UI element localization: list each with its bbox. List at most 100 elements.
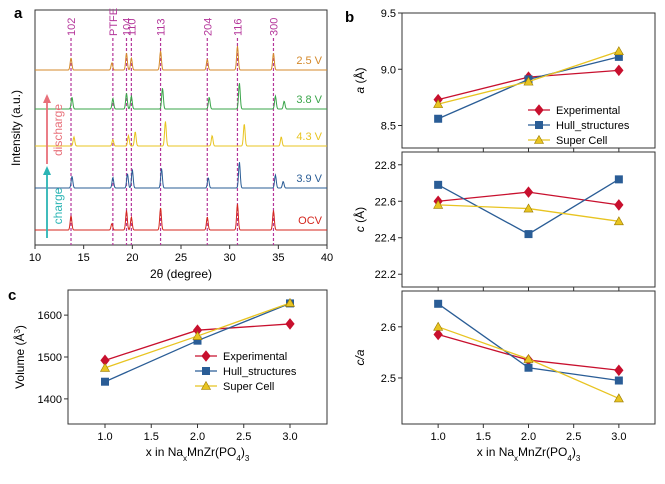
legend-marker-hull <box>535 121 543 129</box>
x-tick-label: 1.5 <box>476 431 491 443</box>
peak-label-102: 102 <box>66 18 78 36</box>
data-point-hull <box>524 230 533 239</box>
data-point-supercell <box>613 216 624 226</box>
legend-marker-hull <box>202 367 210 375</box>
data-point-supercell <box>613 46 624 56</box>
y-tick-label: 2.6 <box>381 322 396 334</box>
y-tick-label: 22.6 <box>375 196 396 208</box>
y-tick-label: 1500 <box>38 352 62 364</box>
legend-marker-supercell <box>200 380 212 390</box>
peak-label-ptfe: PTFE <box>108 8 120 36</box>
data-point-hull <box>524 363 533 372</box>
legend-label-supercell: Super Cell <box>556 135 607 147</box>
y-axis-label-unit: (Å) <box>352 207 367 226</box>
data-point-hull <box>614 376 623 385</box>
legend-marker-supercell <box>533 134 545 144</box>
data-point-supercell <box>523 76 534 86</box>
x-axis-label-part: x in Na <box>146 445 184 459</box>
xrd-label-25v: 2.5 V <box>296 55 322 67</box>
y-tick-label: 8.5 <box>381 121 396 133</box>
y-axis-label: c (Å) <box>352 207 367 232</box>
y-axis-label: c/a <box>353 349 367 365</box>
peak-label-113: 113 <box>156 18 168 36</box>
x-tick-label: 2.5 <box>236 431 251 443</box>
a-xtick-label: 10 <box>29 252 41 264</box>
a-xtick-label: 40 <box>321 252 333 264</box>
peak-label-116: 116 <box>232 18 244 36</box>
x-axis-label: x in NaxMnZr(PO4)3 <box>477 445 581 463</box>
panel-a-traces: OCV 3.9 V 4.3 V 3.8 V 2.5 V <box>35 45 327 231</box>
legend-label-supercell: Super Cell <box>223 381 274 393</box>
xrd-trace-39v <box>35 162 327 189</box>
y-axis-label-end: ) <box>13 325 27 329</box>
a-xtick-label: 25 <box>175 252 187 264</box>
x-tick-label: 2.0 <box>190 431 205 443</box>
y-axis-label-text: Volume (Å <box>12 334 27 389</box>
data-point-hull <box>434 299 443 308</box>
y-axis-label-unit: (Å) <box>352 67 367 86</box>
panel-b-a-parameter-chart: 8.5 9.0 9.5 Experimental Hull_structures Supe… <box>352 8 656 152</box>
xrd-label-ocv: OCV <box>298 215 323 227</box>
panel-a-x-ticks: 10 15 20 25 30 35 40 <box>29 245 333 264</box>
a-xtick-label: 30 <box>224 252 236 264</box>
peak-label-300: 300 <box>268 18 280 36</box>
xrd-trace-ocv <box>35 203 327 231</box>
data-point-hull <box>434 180 443 189</box>
xrd-label-43v: 4.3 V <box>296 131 322 143</box>
x-axis-label-part: 3 <box>245 454 250 463</box>
panel-letter-c: c <box>8 287 16 304</box>
y-axis-label-symbol: c <box>353 226 367 232</box>
data-point-supercell <box>99 362 111 372</box>
legend-marker-experimental <box>534 104 544 116</box>
y-tick-label: 9.0 <box>381 64 396 76</box>
y-tick-label: 1400 <box>38 394 62 406</box>
x-tick-label: 1.0 <box>97 431 112 443</box>
xrd-label-38v: 3.8 V <box>296 94 322 106</box>
panel-a-y-label: Intensity (a.u.) <box>9 90 23 166</box>
x-tick-label: 1.0 <box>430 431 445 443</box>
data-point-supercell <box>433 99 444 108</box>
y-tick-label: 22.4 <box>375 233 396 245</box>
data-point-experimental <box>614 64 624 77</box>
legend-label-hull: Hull_structures <box>223 366 297 378</box>
discharge-label: discharge <box>51 104 65 156</box>
x-axis-label-part: MnZr(PO <box>187 445 236 459</box>
legend-marker-experimental <box>201 350 211 362</box>
x-axis-label-part: x <box>183 454 187 463</box>
data-point-experimental <box>523 186 534 198</box>
y-axis-label-symbol: a <box>353 87 367 94</box>
x-tick-label: 2.0 <box>521 431 536 443</box>
x-tick-label: 3.0 <box>282 431 297 443</box>
data-point-supercell <box>284 297 296 307</box>
legend-label-experimental: Experimental <box>223 351 287 363</box>
peak-label-104: 104 <box>121 18 133 36</box>
data-point-hull <box>614 175 623 184</box>
charge-label: charge <box>51 187 65 224</box>
panel-letter-a: a <box>14 5 23 22</box>
y-axis-label-symbol: c/a <box>353 349 367 365</box>
x-axis-label: x in NaxMnZr(PO4)3 <box>146 445 250 463</box>
peak-label-204: 204 <box>202 18 214 36</box>
xrd-label-39v: 3.9 V <box>296 173 322 185</box>
a-xtick-label: 15 <box>78 252 90 264</box>
panel-b-lattice: 8.5 9.0 9.5 Experimental Hull_structures Supe… <box>352 8 656 463</box>
panel-a-x-label: 2θ (degree) <box>150 267 212 281</box>
x-axis-label-part: 4 <box>567 454 572 463</box>
x-axis-label-part: ) <box>572 445 576 459</box>
y-tick-label: 22.2 <box>375 269 396 281</box>
data-point-experimental <box>614 199 624 211</box>
x-axis-label-part: x in Na <box>477 445 515 459</box>
data-point-experimental <box>614 364 624 377</box>
data-point-supercell <box>523 203 534 213</box>
panel-b-c-over-a-chart: 2.5 2.6 1.0 1.5 2.0 2.5 3.0 c/a x in NaxMnZr(PO4… <box>353 290 656 463</box>
x-tick-label: 2.5 <box>566 431 581 443</box>
data-point-hull <box>434 114 443 123</box>
y-tick-label: 9.5 <box>381 8 396 20</box>
x-axis-label-part: MnZr(PO <box>518 445 567 459</box>
x-axis-label-part: x <box>514 454 518 463</box>
data-point-supercell <box>613 393 624 403</box>
peak-label-110: 110 <box>126 18 138 36</box>
data-point-supercell <box>433 321 444 331</box>
